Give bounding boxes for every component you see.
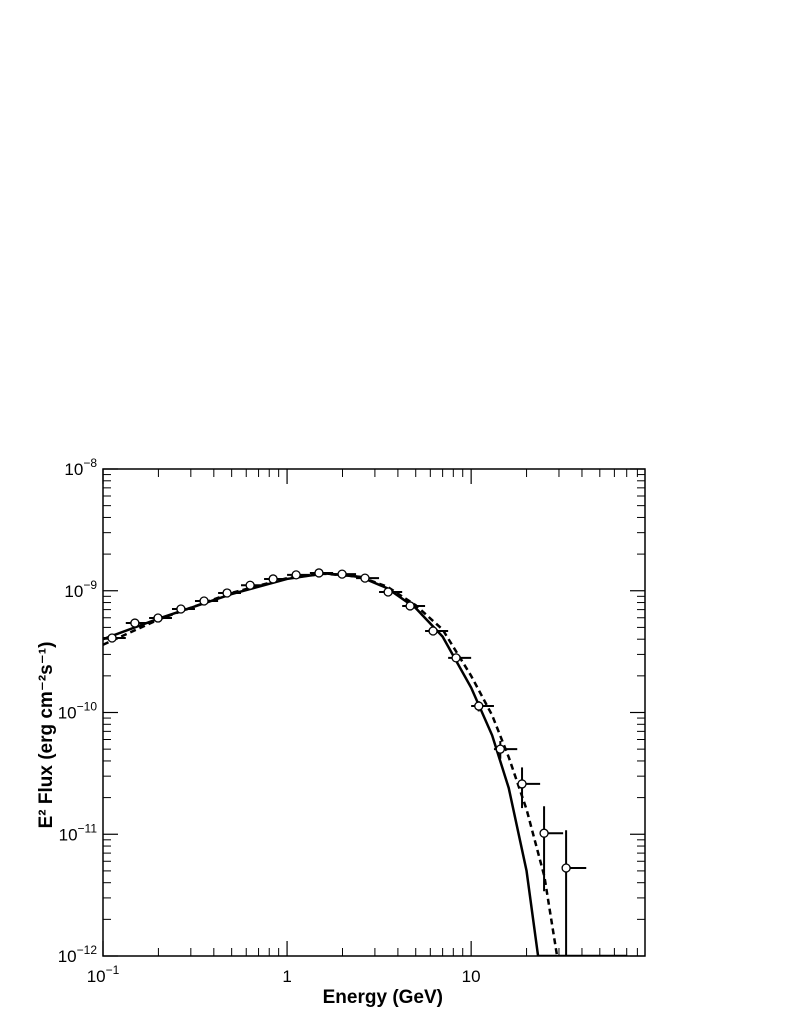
tick-label-base: 10 bbox=[58, 704, 77, 723]
data-point bbox=[314, 568, 324, 578]
tick-label-base: 10 bbox=[58, 947, 77, 966]
tick-label: 10−12 bbox=[58, 943, 98, 966]
data-point bbox=[428, 626, 438, 636]
tick-label-base: 10 bbox=[87, 967, 106, 986]
tick-label-base: 10 bbox=[64, 582, 83, 601]
data-point bbox=[107, 633, 117, 643]
plot-frame bbox=[102, 468, 646, 957]
tick-label-exponent: −8 bbox=[83, 456, 97, 470]
tick-label: 1 bbox=[282, 967, 291, 986]
tick-label-exponent: −1 bbox=[106, 963, 120, 977]
data-point bbox=[474, 701, 484, 711]
data-point bbox=[517, 779, 527, 789]
tick-label-exponent: −12 bbox=[77, 943, 98, 957]
y-axis-title: E² Flux (erg cm⁻²s⁻¹) bbox=[36, 642, 57, 829]
tick-label: 10−1 bbox=[87, 963, 120, 986]
tick-label-base: 10 bbox=[64, 460, 83, 479]
data-point bbox=[360, 573, 370, 583]
tick-label-base: 10 bbox=[59, 825, 78, 844]
plot-area bbox=[103, 568, 628, 956]
data-point bbox=[176, 604, 186, 614]
data-point bbox=[539, 828, 549, 838]
tick-label-exponent: −11 bbox=[78, 821, 98, 835]
x-axis-title: Energy (GeV) bbox=[323, 987, 443, 1008]
data-point bbox=[153, 613, 163, 623]
data-point bbox=[451, 653, 461, 663]
data-point bbox=[405, 601, 415, 611]
data-point bbox=[130, 618, 140, 628]
data-point bbox=[268, 574, 278, 584]
data-point bbox=[495, 744, 505, 754]
tick-label: 10−8 bbox=[64, 456, 97, 479]
data-point bbox=[561, 863, 571, 873]
model-curve bbox=[103, 572, 628, 956]
model-curve bbox=[103, 572, 559, 956]
tick-label: 10−11 bbox=[59, 821, 98, 844]
data-point bbox=[245, 580, 255, 590]
tick-label-exponent: −10 bbox=[77, 700, 98, 714]
data-point bbox=[222, 588, 232, 598]
tick-label: 10 bbox=[462, 967, 481, 986]
tick-label: 10−10 bbox=[58, 700, 98, 723]
tick-label-exponent: −9 bbox=[83, 578, 97, 592]
tick-label: 10−9 bbox=[64, 578, 97, 601]
data-point bbox=[199, 596, 209, 606]
data-point bbox=[291, 570, 301, 580]
data-point bbox=[337, 569, 347, 579]
data-point bbox=[383, 587, 393, 597]
